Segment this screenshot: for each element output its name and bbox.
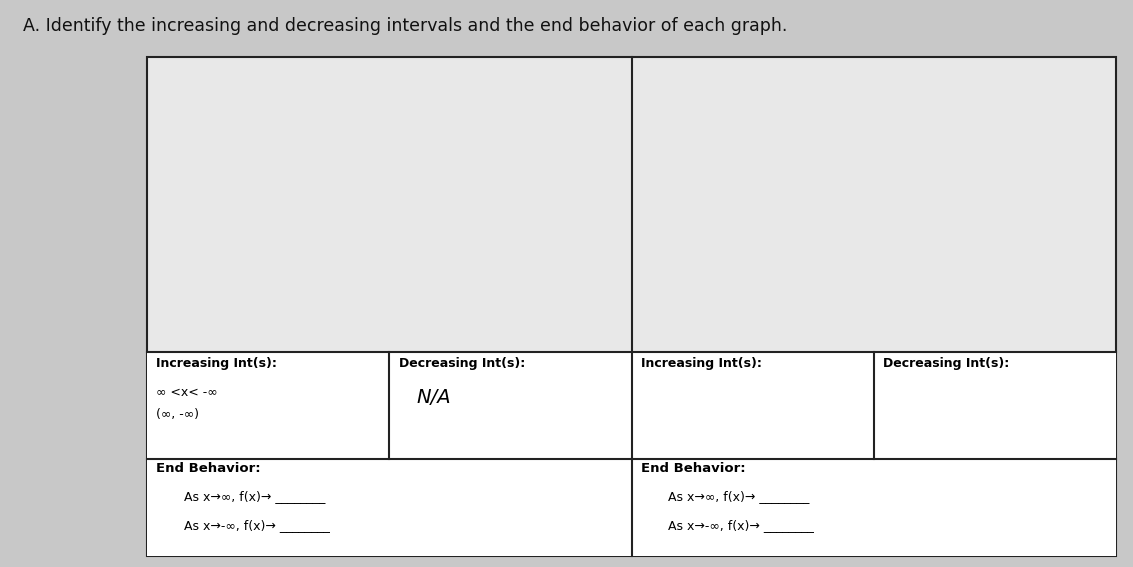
Text: As x→∞, f(x)→ ________: As x→∞, f(x)→ ________ [184,490,325,503]
Text: End Behavior:: End Behavior: [641,462,746,475]
Text: 1.: 1. [194,76,210,91]
Text: As x→-∞, f(x)→ ________: As x→-∞, f(x)→ ________ [668,519,813,532]
Text: 2.: 2. [678,76,695,91]
Text: (∞, -∞): (∞, -∞) [156,408,199,421]
Text: Decreasing Int(s):: Decreasing Int(s): [883,357,1010,370]
Text: Increasing Int(s):: Increasing Int(s): [156,357,278,370]
Text: End Behavior:: End Behavior: [156,462,261,475]
Text: Increasing Int(s):: Increasing Int(s): [641,357,761,370]
Text: N/A: N/A [417,388,451,408]
Text: As x→-∞, f(x)→ ________: As x→-∞, f(x)→ ________ [184,519,330,532]
Text: A. Identify the increasing and decreasing intervals and the end behavior of each: A. Identify the increasing and decreasin… [23,17,787,35]
Text: As x→∞, f(x)→ ________: As x→∞, f(x)→ ________ [668,490,809,503]
Text: Decreasing Int(s):: Decreasing Int(s): [399,357,525,370]
Text: ∞ <x< -∞: ∞ <x< -∞ [156,386,218,399]
